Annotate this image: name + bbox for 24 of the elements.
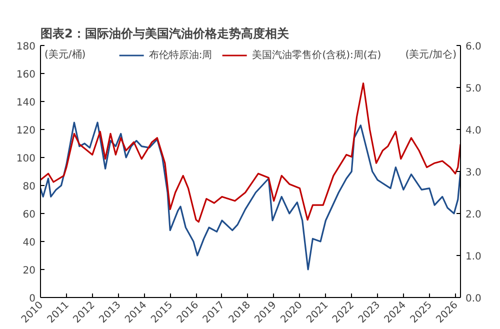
y-tick-label: 40	[22, 238, 36, 248]
line-series	[40, 82, 460, 223]
y-tick-label: 160	[16, 70, 36, 80]
y-tick-label: 180	[16, 42, 36, 52]
chart-title: 图表2：国际油价与美国汽油价格走势高度相关	[40, 26, 290, 40]
legend-label: 布伦特原油:周	[148, 48, 212, 62]
line-series	[40, 122, 460, 270]
y2-tick-label: 4.0	[466, 126, 482, 136]
y2-tick-label: 6.0	[466, 42, 482, 52]
y-tick-label: 120	[16, 126, 36, 136]
y2-axis-title: (美元/加仑)	[405, 48, 457, 60]
y-tick-label: 0	[29, 294, 36, 304]
y2-tick-label: 1.0	[466, 252, 482, 262]
y2-tick-label: 5.0	[466, 84, 482, 94]
y2-tick-label: 2.0	[466, 210, 482, 220]
y2-tick-label: 3.0	[466, 168, 482, 178]
y-axis-title: (美元/桶)	[44, 48, 86, 60]
legend-label: 美国汽油零售价(含税):周(右)	[252, 48, 382, 62]
y-tick-label: 100	[16, 154, 36, 164]
y-tick-label: 140	[16, 98, 36, 108]
y2-tick-label: 0.0	[466, 294, 482, 304]
y-tick-label: 60	[22, 210, 36, 220]
y-tick-label: 20	[22, 266, 36, 276]
y-tick-label: 80	[22, 182, 36, 192]
